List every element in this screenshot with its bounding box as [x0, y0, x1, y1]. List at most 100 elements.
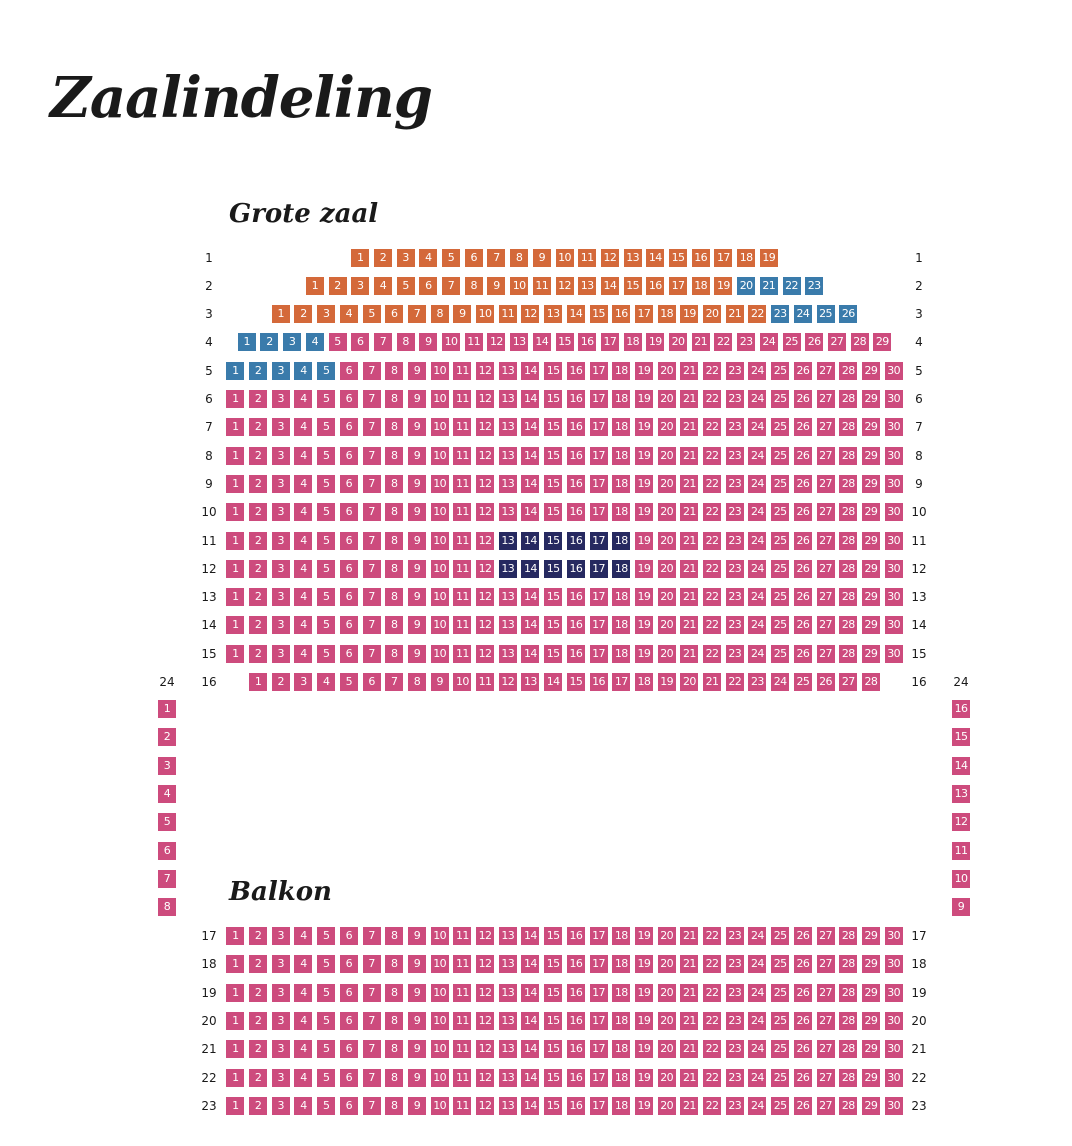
seat-row3-8[interactable]: 8	[430, 305, 449, 324]
seat-row14-19[interactable]: 19	[634, 616, 653, 635]
seat-row21-4[interactable]: 4	[294, 1040, 313, 1059]
seat-row8-13[interactable]: 13	[498, 446, 517, 465]
seat-row21-26[interactable]: 26	[793, 1040, 812, 1059]
seat-row19-4[interactable]: 4	[294, 983, 313, 1002]
seat-row14-8[interactable]: 8	[385, 616, 404, 635]
seat-row23-20[interactable]: 20	[657, 1096, 676, 1115]
seat-row23-16[interactable]: 16	[566, 1096, 585, 1115]
seat-row23-23[interactable]: 23	[725, 1096, 744, 1115]
seat-row23-3[interactable]: 3	[271, 1096, 290, 1115]
seat-row23-9[interactable]: 9	[407, 1096, 426, 1115]
seat-row9-19[interactable]: 19	[634, 474, 653, 493]
seat-row13-21[interactable]: 21	[680, 588, 699, 607]
seat-row9-24[interactable]: 24	[748, 474, 767, 493]
seat-row18-30[interactable]: 30	[884, 955, 903, 974]
seat-row11-17[interactable]: 17	[589, 531, 608, 550]
seat-row19-12[interactable]: 12	[476, 983, 495, 1002]
seat-row22-3[interactable]: 3	[271, 1068, 290, 1087]
seat-row22-4[interactable]: 4	[294, 1068, 313, 1087]
seat-row15-2[interactable]: 2	[249, 644, 268, 663]
seat-row1-6[interactable]: 6	[464, 248, 483, 267]
seat-row10-2[interactable]: 2	[249, 503, 268, 522]
seat-row10-15[interactable]: 15	[544, 503, 563, 522]
seat-row21-29[interactable]: 29	[861, 1040, 880, 1059]
seat-row9-1[interactable]: 1	[226, 474, 245, 493]
seat-row2-9[interactable]: 9	[487, 276, 506, 295]
side-left-seat-6[interactable]: 6	[158, 841, 176, 860]
seat-row2-14[interactable]: 14	[600, 276, 619, 295]
seat-row5-9[interactable]: 9	[407, 361, 426, 380]
seat-row19-26[interactable]: 26	[793, 983, 812, 1002]
seat-row13-24[interactable]: 24	[748, 588, 767, 607]
seat-row15-29[interactable]: 29	[861, 644, 880, 663]
seat-row19-23[interactable]: 23	[725, 983, 744, 1002]
seat-row19-20[interactable]: 20	[657, 983, 676, 1002]
seat-row9-28[interactable]: 28	[839, 474, 858, 493]
seat-row5-7[interactable]: 7	[362, 361, 381, 380]
seat-row3-5[interactable]: 5	[362, 305, 381, 324]
seat-row6-21[interactable]: 21	[680, 390, 699, 408]
seat-row22-22[interactable]: 22	[703, 1068, 722, 1087]
seat-row5-14[interactable]: 14	[521, 361, 540, 380]
seat-row20-10[interactable]: 10	[430, 1011, 449, 1030]
seat-row9-8[interactable]: 8	[385, 474, 404, 493]
seat-row12-20[interactable]: 20	[657, 559, 676, 578]
seat-row23-1[interactable]: 1	[226, 1096, 245, 1115]
seat-row19-15[interactable]: 15	[544, 983, 563, 1002]
seat-row23-24[interactable]: 24	[748, 1096, 767, 1115]
seat-row13-18[interactable]: 18	[612, 588, 631, 607]
seat-row2-18[interactable]: 18	[691, 276, 710, 295]
seat-row12-6[interactable]: 6	[339, 559, 358, 578]
seat-row8-22[interactable]: 22	[703, 446, 722, 465]
seat-row9-29[interactable]: 29	[861, 474, 880, 493]
seat-row1-5[interactable]: 5	[442, 248, 460, 267]
seat-row19-25[interactable]: 25	[771, 983, 790, 1002]
seat-row6-30[interactable]: 30	[884, 390, 903, 408]
seat-row4-5[interactable]: 5	[328, 333, 347, 352]
seat-row9-14[interactable]: 14	[521, 474, 540, 493]
seat-row17-8[interactable]: 8	[385, 927, 404, 945]
seat-row4-6[interactable]: 6	[351, 333, 370, 352]
seat-row18-14[interactable]: 14	[521, 955, 540, 974]
seat-row11-20[interactable]: 20	[657, 531, 676, 550]
seat-row9-17[interactable]: 17	[589, 474, 608, 493]
seat-row18-1[interactable]: 1	[226, 955, 245, 974]
seat-row2-23[interactable]: 23	[805, 276, 824, 295]
seat-row4-27[interactable]: 27	[827, 333, 846, 352]
seat-row18-11[interactable]: 11	[453, 955, 472, 974]
seat-row1-8[interactable]: 8	[510, 248, 529, 267]
seat-row1-18[interactable]: 18	[737, 248, 756, 267]
side-left-seat-5[interactable]: 5	[158, 813, 176, 832]
seat-row6-3[interactable]: 3	[271, 390, 290, 408]
seat-row22-12[interactable]: 12	[476, 1068, 495, 1087]
seat-row17-25[interactable]: 25	[771, 927, 790, 945]
seat-row23-6[interactable]: 6	[339, 1096, 358, 1115]
seat-row21-18[interactable]: 18	[612, 1040, 631, 1059]
seat-row8-19[interactable]: 19	[634, 446, 653, 465]
seat-row7-5[interactable]: 5	[317, 418, 336, 437]
seat-row12-30[interactable]: 30	[884, 559, 903, 578]
seat-row8-2[interactable]: 2	[249, 446, 268, 465]
seat-row4-12[interactable]: 12	[487, 333, 506, 352]
seat-row11-6[interactable]: 6	[339, 531, 358, 550]
seat-row12-21[interactable]: 21	[680, 559, 699, 578]
seat-row17-1[interactable]: 1	[226, 927, 245, 945]
seat-row16-1[interactable]: 1	[249, 673, 268, 691]
seat-row18-17[interactable]: 17	[589, 955, 608, 974]
seat-row10-17[interactable]: 17	[589, 503, 608, 522]
seat-row20-15[interactable]: 15	[544, 1011, 563, 1030]
seat-row1-7[interactable]: 7	[487, 248, 506, 267]
seat-row15-24[interactable]: 24	[748, 644, 767, 663]
seat-row7-26[interactable]: 26	[793, 418, 812, 437]
seat-row6-6[interactable]: 6	[339, 390, 358, 408]
seat-row7-3[interactable]: 3	[271, 418, 290, 437]
seat-row10-1[interactable]: 1	[226, 503, 245, 522]
seat-row17-14[interactable]: 14	[521, 927, 540, 945]
seat-row3-17[interactable]: 17	[634, 305, 653, 324]
seat-row4-21[interactable]: 21	[691, 333, 710, 352]
seat-row12-3[interactable]: 3	[271, 559, 290, 578]
seat-row9-16[interactable]: 16	[566, 474, 585, 493]
seat-row22-15[interactable]: 15	[544, 1068, 563, 1087]
seat-row13-14[interactable]: 14	[521, 588, 540, 607]
seat-row2-3[interactable]: 3	[351, 276, 370, 295]
